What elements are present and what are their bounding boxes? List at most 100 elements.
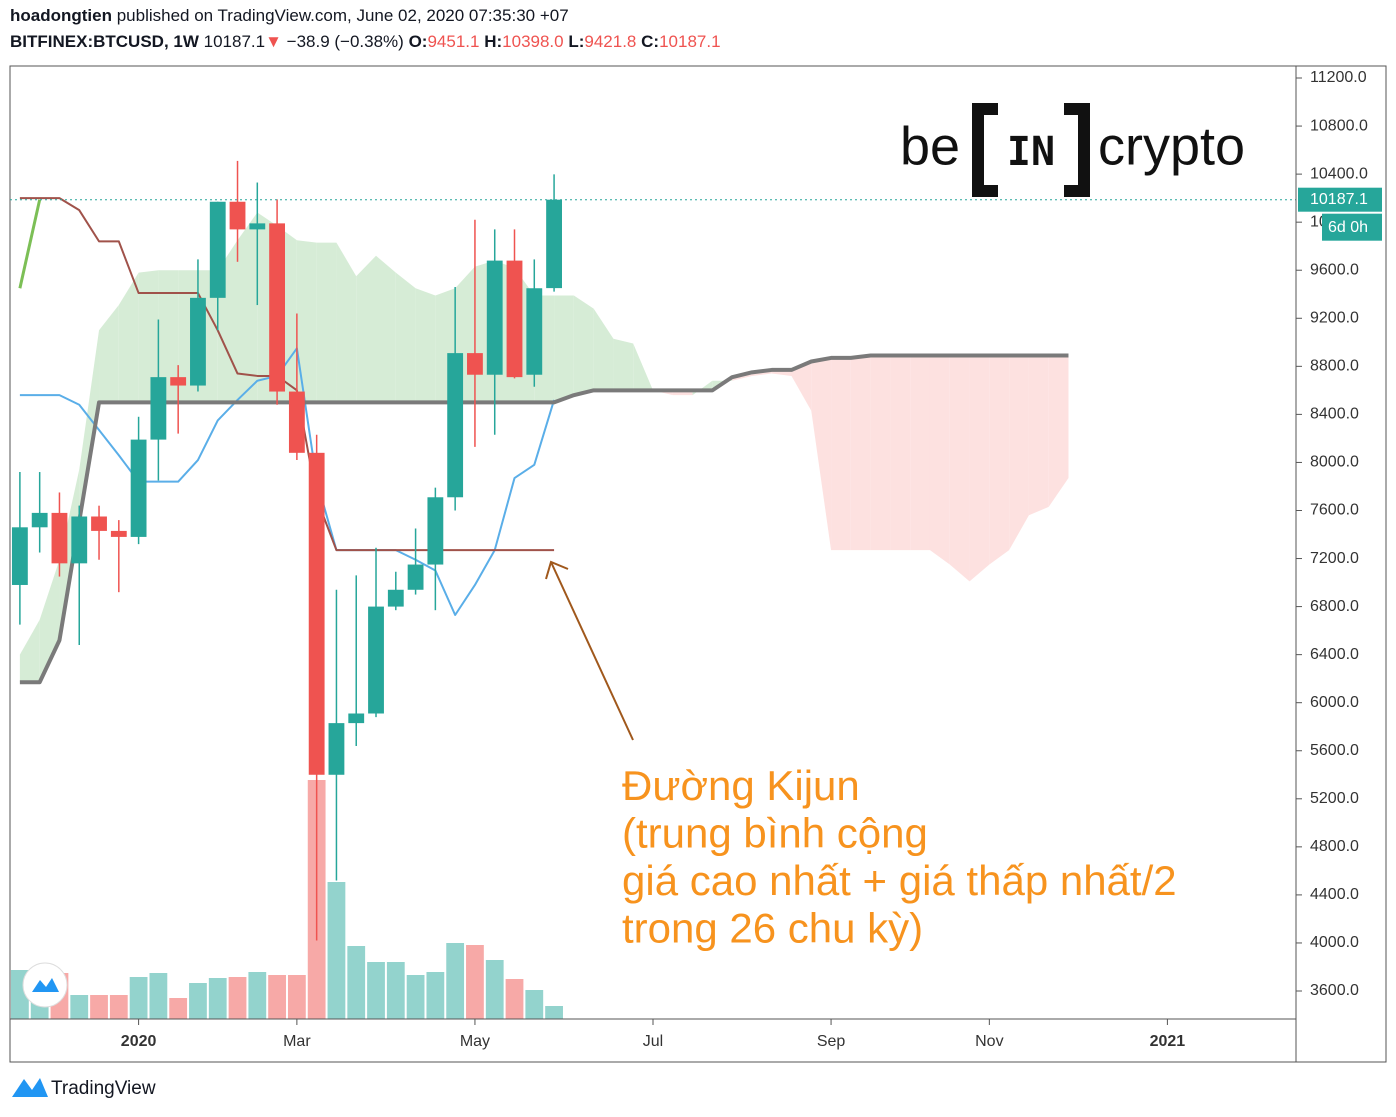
y-tick-label: 5600.0 — [1310, 742, 1359, 759]
y-tick-label: 4400.0 — [1310, 886, 1359, 903]
candle-body — [407, 564, 424, 590]
l-label: L: — [568, 32, 585, 51]
volume-bar — [90, 995, 108, 1019]
y-tick-label: 4800.0 — [1310, 838, 1359, 855]
candle-body — [51, 512, 68, 564]
tv-logo — [12, 1078, 48, 1097]
cloud — [831, 357, 851, 551]
candle-body — [190, 297, 206, 386]
cloud — [1009, 355, 1029, 551]
frame — [9, 65, 1387, 1063]
x-tick-label: Nov — [975, 1033, 1003, 1050]
cloud — [79, 330, 100, 522]
cloud — [989, 355, 1010, 565]
arrow: ▼ — [265, 32, 282, 51]
o-value: 9451.1 — [427, 32, 480, 51]
logo-bracket — [1064, 103, 1090, 197]
cloud — [929, 355, 950, 565]
annotation-line: (trung bình cộng — [622, 810, 928, 857]
cloud — [1048, 355, 1069, 507]
volume-bar — [70, 995, 89, 1019]
volume-bar — [228, 977, 247, 1019]
last-price-box — [1298, 187, 1382, 212]
cloud — [316, 242, 337, 403]
candle-body — [269, 223, 286, 392]
axes: 3600.0 4000.0 4400.0 4800.0 5200.0 5600.0 6000… — [121, 69, 1382, 1050]
candle-body — [71, 516, 88, 564]
lagging-line — [18, 199, 42, 289]
candle-body — [31, 512, 48, 528]
volume-bar — [109, 995, 128, 1019]
cloud — [237, 212, 258, 403]
candle-body — [486, 260, 503, 375]
cloud — [99, 305, 119, 403]
x-tick-label: Jul — [643, 1033, 663, 1050]
y-tick-label: 7200.0 — [1310, 550, 1359, 567]
cloud — [890, 355, 911, 551]
volume-bar — [169, 998, 188, 1019]
brand: TradingView — [51, 1078, 156, 1099]
y-tick-label: 8400.0 — [1310, 406, 1359, 423]
y-tick-label: 10400.0 — [1310, 165, 1368, 182]
annotation-line: Đường Kijun — [622, 762, 860, 809]
cloud — [296, 240, 317, 403]
cloud — [633, 343, 653, 391]
annotation-line: trong 26 chu kỳ) — [622, 905, 923, 952]
o-label: O: — [408, 32, 428, 51]
cloud — [118, 272, 139, 403]
logo-left: be — [900, 116, 960, 176]
candle-body — [229, 201, 246, 230]
candle-body — [249, 223, 266, 230]
cloud — [1028, 355, 1049, 516]
cloud — [791, 361, 812, 411]
kijun-line — [19, 197, 555, 552]
header-line-2: BITFINEX:BTCUSD, 1W 10187.1▼ −38.9 (−0.3… — [10, 32, 721, 52]
last-price-label: 10187.1 — [1310, 191, 1368, 208]
volume-bar — [208, 978, 227, 1019]
plot-area — [10, 160, 1296, 1019]
cloud — [949, 355, 970, 582]
volume-bar — [545, 1006, 563, 1019]
span-b-line — [19, 353, 1069, 685]
cloud — [395, 272, 416, 403]
candle-body — [526, 288, 543, 375]
author[interactable]: hoadongtien — [10, 6, 112, 25]
cloud — [613, 338, 634, 391]
y-tick-label: 10800.0 — [1310, 117, 1368, 134]
y-tick-label: 9200.0 — [1310, 309, 1359, 326]
candle-body — [11, 527, 28, 585]
candle-body — [308, 452, 325, 775]
cloud — [554, 295, 574, 403]
volume-bar — [386, 962, 405, 1019]
h-label: H: — [484, 32, 503, 51]
tenkan-line — [19, 347, 556, 616]
c-value: 10187.1 — [659, 32, 721, 51]
footer: TradingView — [12, 962, 156, 1099]
volume-bar — [485, 960, 504, 1019]
change: −38.9 (−0.38%) — [286, 32, 404, 51]
candle-body — [110, 530, 127, 537]
cloud — [415, 288, 436, 403]
candle-body — [348, 713, 365, 724]
x-tick-label: Mar — [283, 1033, 311, 1050]
cloud — [59, 469, 80, 641]
y-tick-label: 11200.0 — [1310, 69, 1367, 86]
candle-body — [467, 353, 483, 375]
volume-bar — [327, 882, 346, 1019]
logo: be IN crypto — [900, 103, 1245, 197]
cloud — [138, 270, 159, 403]
volume-bar — [446, 943, 465, 1019]
cloud — [573, 295, 594, 396]
y-tick-label: 6800.0 — [1310, 598, 1359, 615]
cloud — [870, 355, 891, 551]
y-tick-label: 6400.0 — [1310, 646, 1359, 663]
candle-body — [387, 589, 404, 607]
cloud — [850, 355, 871, 551]
x-tick-label: 2020 — [121, 1033, 157, 1050]
y-tick-label: 3600.0 — [1310, 982, 1359, 999]
tv-badge[interactable] — [22, 962, 68, 1008]
candle-body — [150, 377, 167, 440]
candle-body — [288, 391, 305, 453]
